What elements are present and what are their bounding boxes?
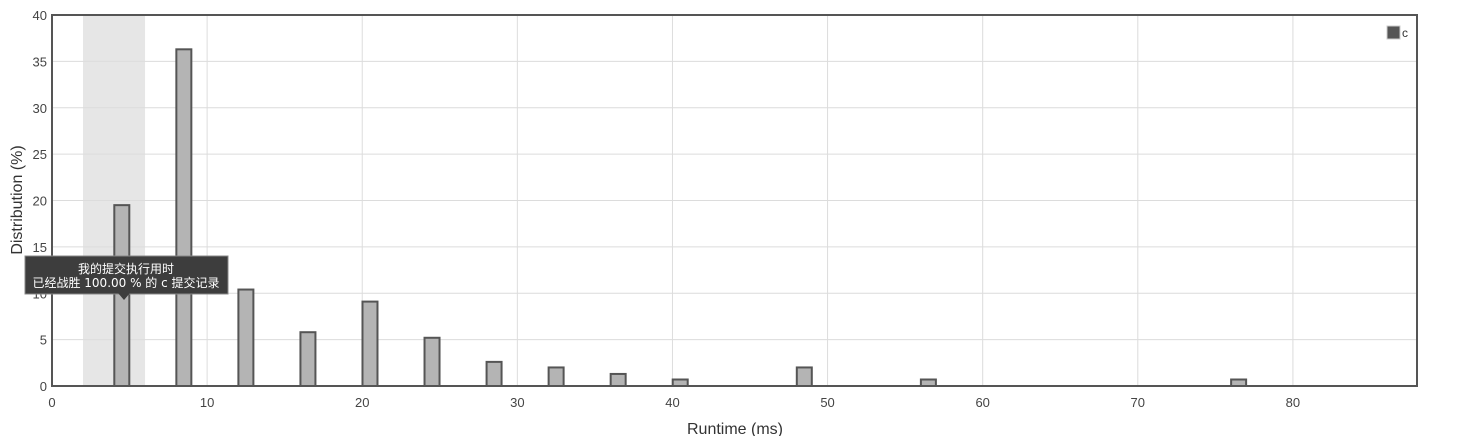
bar[interactable]	[175, 48, 193, 387]
bar[interactable]	[1230, 378, 1248, 388]
x-tick-label: 30	[510, 395, 524, 410]
y-tick-label: 15	[33, 240, 47, 255]
tooltip-line-1: 我的提交执行用时	[78, 261, 174, 276]
legend-label: c	[1402, 26, 1408, 40]
x-tick-label: 20	[355, 395, 369, 410]
x-tick-label: 80	[1286, 395, 1300, 410]
bar[interactable]	[671, 378, 689, 388]
y-tick-label: 30	[33, 101, 47, 116]
x-tick-label: 60	[975, 395, 989, 410]
x-axis-title: Runtime (ms)	[687, 421, 783, 436]
x-tick-label: 10	[200, 395, 214, 410]
grid-layer	[51, 14, 1417, 387]
y-tick-labels: 0510152025303540	[33, 8, 47, 394]
y-tick-label: 25	[33, 147, 47, 162]
bar[interactable]	[299, 331, 317, 387]
bar[interactable]	[547, 366, 565, 388]
y-tick-label: 40	[33, 8, 47, 23]
bar[interactable]	[423, 336, 441, 387]
x-tick-label: 40	[665, 395, 679, 410]
tooltip-line-2: 已经战胜 100.00 % 的 c 提交记录	[32, 275, 219, 290]
x-tick-label: 70	[1131, 395, 1145, 410]
tooltip-pointer	[118, 293, 130, 300]
x-tick-labels: 0 10 20 30 40 50 60 70 80	[48, 395, 1300, 410]
legend-swatch	[1386, 25, 1401, 40]
legend[interactable]: c	[1386, 25, 1408, 40]
y-axis-title: Distribution (%)	[9, 145, 26, 254]
plot-frame	[51, 14, 1418, 387]
bar[interactable]	[237, 288, 255, 388]
bar[interactable]	[919, 378, 937, 388]
bar-layer	[113, 48, 1248, 388]
y-tick-label: 20	[33, 194, 47, 209]
bar[interactable]	[361, 300, 379, 387]
y-tick-label: 35	[33, 54, 47, 69]
y-tick-label: 5	[40, 333, 47, 348]
tooltip: 我的提交执行用时 已经战胜 100.00 % 的 c 提交记录	[24, 255, 229, 300]
tooltip-box	[24, 255, 229, 295]
x-tick-label: 50	[820, 395, 834, 410]
bar[interactable]	[795, 366, 813, 388]
x-tick-label: 0	[48, 395, 55, 410]
bar[interactable]	[485, 360, 503, 388]
bar[interactable]	[609, 372, 627, 388]
y-tick-label: 0	[40, 379, 47, 394]
